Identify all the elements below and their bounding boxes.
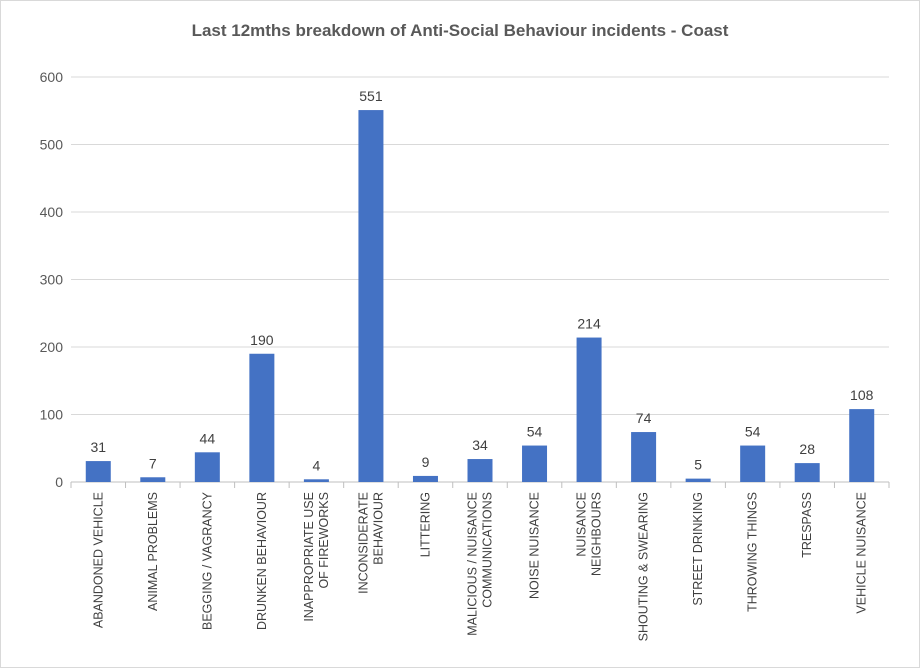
bar bbox=[85, 461, 111, 482]
category-label: STREET DRINKING bbox=[691, 492, 705, 606]
data-label: 108 bbox=[850, 387, 874, 403]
category-label: ANIMAL PROBLEMS bbox=[146, 492, 160, 611]
category-label: DRUNKEN BEHAVIOUR bbox=[255, 492, 269, 630]
data-label: 5 bbox=[694, 457, 702, 473]
bar bbox=[740, 445, 766, 482]
category-label: NOISE NUISANCE bbox=[528, 492, 542, 599]
data-label: 190 bbox=[250, 332, 274, 348]
category-label: SHOUTING & SWEARING bbox=[637, 492, 651, 641]
data-label: 9 bbox=[422, 454, 430, 470]
category-label: INAPPROPRIATE USE bbox=[302, 492, 316, 622]
data-label: 551 bbox=[359, 88, 383, 104]
category-label: LITTERING bbox=[418, 492, 432, 557]
category-label: NEIGHBOURS bbox=[590, 492, 604, 576]
category-label: COMMUNICATIONS bbox=[481, 492, 495, 608]
y-tick-label: 300 bbox=[40, 272, 64, 288]
y-tick-label: 100 bbox=[40, 407, 64, 423]
category-label: BEGGING / VAGRANCY bbox=[200, 491, 214, 630]
category-label: VEHICLE NUISANCE bbox=[855, 492, 869, 614]
data-label: 54 bbox=[745, 424, 761, 440]
y-tick-label: 500 bbox=[40, 137, 64, 153]
data-label: 4 bbox=[313, 457, 321, 473]
data-label: 7 bbox=[149, 455, 157, 471]
bar bbox=[194, 452, 220, 482]
data-label: 214 bbox=[577, 316, 601, 332]
category-label: INCONSIDERATE bbox=[356, 492, 370, 594]
bar bbox=[412, 475, 438, 482]
y-tick-label: 200 bbox=[40, 339, 64, 355]
bar bbox=[794, 463, 820, 482]
bar bbox=[140, 477, 166, 482]
bar bbox=[522, 445, 548, 482]
category-label: NUISANCE bbox=[575, 492, 589, 557]
bar bbox=[631, 432, 657, 482]
data-label: 54 bbox=[527, 424, 543, 440]
data-label: 31 bbox=[90, 439, 106, 455]
bar bbox=[467, 459, 493, 482]
y-tick-label: 400 bbox=[40, 204, 64, 220]
y-tick-label: 600 bbox=[40, 69, 64, 85]
category-label: OF FIREWORKS bbox=[317, 492, 331, 589]
data-label: 44 bbox=[200, 430, 216, 446]
bar bbox=[685, 478, 711, 482]
data-label: 28 bbox=[799, 441, 815, 457]
category-label: THROWING THINGS bbox=[746, 492, 760, 612]
category-label: MALICIOUS / NUISANCE bbox=[466, 492, 480, 636]
data-label: 34 bbox=[472, 437, 488, 453]
bar bbox=[249, 353, 275, 482]
category-label: BEHAVIOUR bbox=[371, 492, 385, 565]
category-label: ABANDONED VEHICLE bbox=[91, 492, 105, 628]
y-tick-label: 0 bbox=[55, 474, 63, 490]
data-label: 74 bbox=[636, 410, 652, 426]
bar bbox=[358, 110, 384, 482]
bar bbox=[303, 479, 329, 482]
chart-title: Last 12mths breakdown of Anti-Social Beh… bbox=[191, 21, 729, 40]
bar bbox=[576, 337, 602, 482]
category-label: TRESPASS bbox=[800, 492, 814, 558]
bar bbox=[849, 409, 875, 482]
